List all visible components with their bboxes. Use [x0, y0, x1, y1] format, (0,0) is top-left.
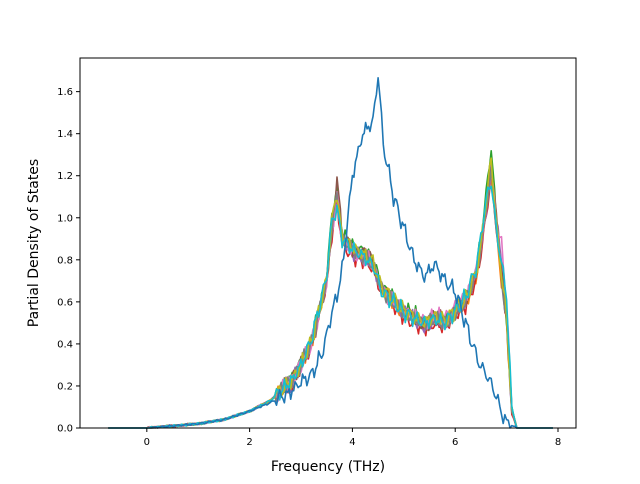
y-tick-label: 0.6 — [57, 297, 73, 308]
y-tick-label: 1.6 — [57, 87, 73, 98]
plot-frame — [79, 57, 577, 429]
x-tick-label: 4 — [349, 437, 355, 448]
y-tick-label: 0.8 — [57, 255, 73, 266]
x-tick-label: 6 — [452, 437, 458, 448]
y-tick-label: 0.2 — [57, 381, 73, 392]
x-axis-label: Frequency (THz) — [271, 459, 385, 475]
series-layer — [108, 77, 553, 429]
x-tick-label: 0 — [144, 437, 150, 448]
y-tick-label: 0.4 — [57, 339, 73, 350]
y-axis-ticks: 0.0 0.2 0.4 0.6 0.8 1.0 1.2 1.4 1.6 — [57, 87, 80, 435]
series-line-10 — [108, 185, 553, 429]
y-axis-label: Partial Density of States — [26, 159, 42, 327]
x-tick-label: 2 — [246, 437, 252, 448]
y-tick-label: 1.2 — [57, 171, 73, 182]
series-line-1 — [108, 77, 553, 429]
y-tick-label: 1.4 — [57, 129, 73, 140]
x-tick-label: 8 — [555, 437, 561, 448]
x-axis-ticks: 0 2 4 6 8 — [144, 428, 561, 448]
y-tick-label: 0.0 — [57, 424, 73, 435]
y-tick-label: 1.0 — [57, 213, 73, 224]
